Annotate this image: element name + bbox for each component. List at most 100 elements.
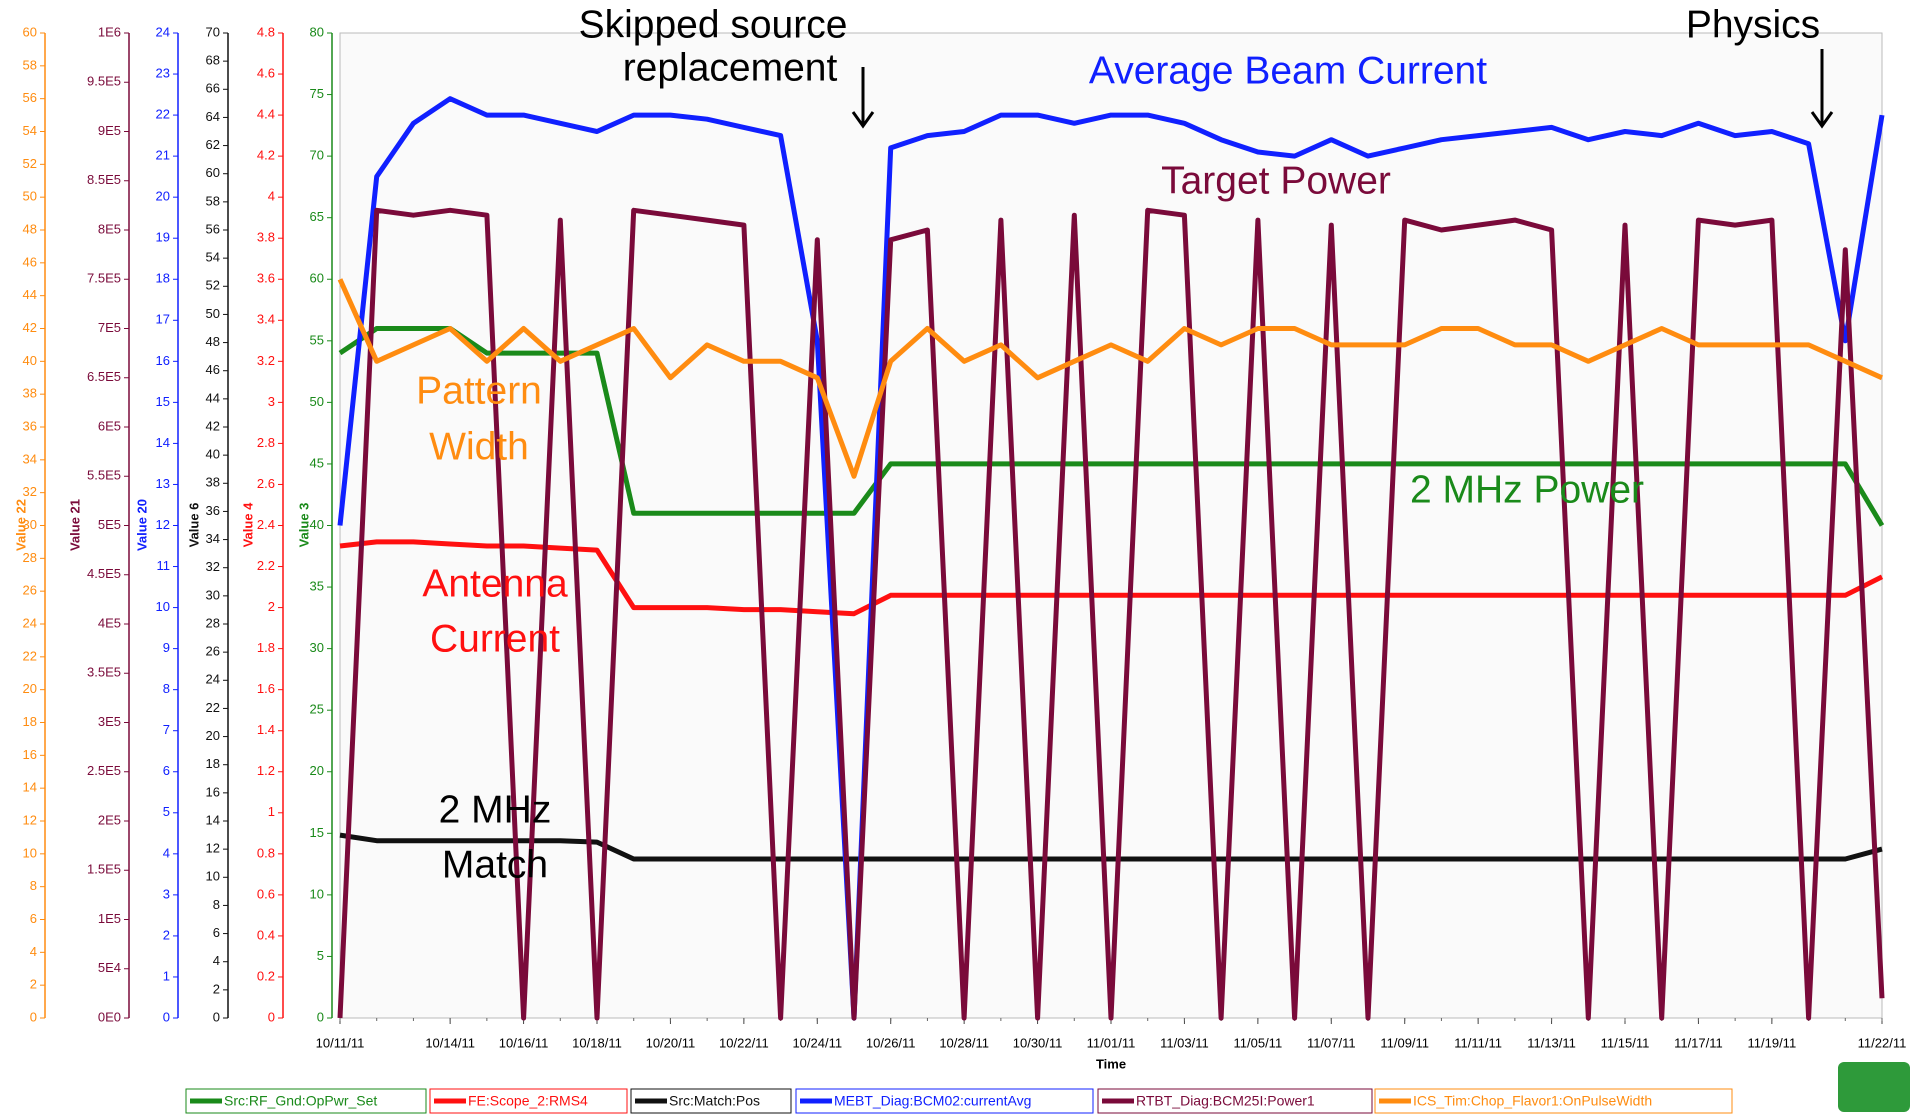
y-tick-label: 3.2 <box>257 353 275 368</box>
y-tick-label: 1.2 <box>257 763 275 778</box>
y-tick-label: 1E6 <box>98 24 121 39</box>
series-line <box>339 832 1883 862</box>
y-tick-label: 60 <box>310 271 324 286</box>
y-tick-label: 25 <box>310 702 324 717</box>
y-tick-label: 15 <box>310 825 324 840</box>
y-tick-label: 6 <box>30 911 37 926</box>
y-tick-label: 36 <box>23 418 37 433</box>
annotation: Current <box>430 617 560 660</box>
arrow-head <box>1810 111 1834 129</box>
y-tick-label: 60 <box>206 165 220 180</box>
y-tick-label: 62 <box>206 137 220 152</box>
x-tick-label: 11/22/11 <box>1858 1035 1907 1050</box>
y-tick-label: 2 <box>213 981 220 996</box>
series-line <box>337 278 1884 479</box>
y-tick-label: 15 <box>156 394 170 409</box>
photo-thumbnail <box>1838 1062 1910 1112</box>
y-tick-label: 40 <box>206 447 220 462</box>
x-tick-label: 10/20/11 <box>646 1035 696 1050</box>
arrow-head <box>851 111 875 129</box>
annotation: Antenna <box>422 562 568 605</box>
y-tick-label: 5.5E5 <box>87 468 121 483</box>
y-tick-label: 21 <box>156 148 170 163</box>
y-tick-label: 36 <box>206 503 220 518</box>
annotation: Average Beam Current <box>1089 49 1487 92</box>
y-tick-label: 18 <box>23 714 37 729</box>
y-tick-label: 30 <box>206 587 220 602</box>
y-tick-label: 3.4 <box>257 312 275 327</box>
y-tick-label: 2E5 <box>98 812 121 827</box>
y-tick-label: 5E4 <box>98 960 121 975</box>
y-tick-label: 34 <box>23 451 37 466</box>
y-tick-label: 0 <box>213 1009 220 1024</box>
y-tick-label: 0 <box>268 1009 275 1024</box>
y-tick-label: 17 <box>156 312 170 327</box>
y-tick-label: 4 <box>30 944 37 959</box>
legend-box <box>795 1088 1094 1114</box>
x-tick-label: 10/18/11 <box>572 1035 622 1050</box>
y-tick-label: 16 <box>206 784 220 799</box>
annotation: Target Power <box>1161 159 1391 202</box>
legend-label: ICS_Tim:Chop_Flavor1:OnPulseWidth <box>1413 1093 1652 1109</box>
y-axis-title: Value 6 <box>186 503 201 548</box>
y-tick-label: 3.6 <box>257 271 275 286</box>
y-tick-label: 20 <box>310 763 324 778</box>
y-tick-label: 6 <box>213 925 220 940</box>
y-tick-label: 24 <box>206 672 220 687</box>
y-tick-label: 1 <box>163 968 170 983</box>
y-tick-label: 44 <box>206 390 220 405</box>
y-tick-label: 46 <box>206 362 220 377</box>
y-tick-label: 11 <box>157 558 171 573</box>
y-tick-label: 0 <box>163 1009 170 1024</box>
x-tick-label: 11/11/11 <box>1454 1035 1502 1050</box>
y-tick-label: 55 <box>310 332 324 347</box>
y-tick-label: 32 <box>23 484 37 499</box>
legend-box <box>185 1088 427 1114</box>
y-tick-label: 2.6 <box>257 476 275 491</box>
y-tick-label: 24 <box>156 24 170 39</box>
y-tick-label: 8.5E5 <box>87 172 121 187</box>
y-tick-label: 18 <box>206 756 220 771</box>
y-tick-label: 80 <box>310 24 324 39</box>
y-tick-label: 8E5 <box>98 221 121 236</box>
y-tick-label: 3.5E5 <box>87 665 121 680</box>
y-tick-label: 9 <box>163 640 170 655</box>
annotation: Width <box>429 425 529 468</box>
series-line <box>337 207 1885 1021</box>
y-tick-label: 42 <box>23 320 37 335</box>
y-tick-label: 6.5E5 <box>87 369 121 384</box>
annotation: Match <box>442 843 548 886</box>
y-tick-label: 14 <box>156 435 170 450</box>
y-tick-label: 0 <box>317 1009 324 1024</box>
y-tick-label: 1.8 <box>257 640 275 655</box>
y-tick-label: 7 <box>163 722 170 737</box>
y-tick-label: 22 <box>206 700 220 715</box>
y-tick-label: 12 <box>206 841 220 856</box>
y-axis-title: Value 3 <box>296 503 311 548</box>
y-tick-label: 4.8 <box>257 24 275 39</box>
legend-label: FE:Scope_2:RMS4 <box>468 1093 588 1109</box>
y-tick-label: 2 <box>268 599 275 614</box>
y-tick-label: 70 <box>206 24 220 39</box>
y-tick-label: 54 <box>23 123 37 138</box>
y-axis-title: Value 21 <box>67 499 82 551</box>
y-tick-label: 3 <box>163 886 170 901</box>
y-tick-label: 1E5 <box>98 911 121 926</box>
legend-box <box>1097 1088 1373 1114</box>
y-tick-label: 52 <box>206 278 220 293</box>
x-tick-label: 10/16/11 <box>499 1035 549 1050</box>
y-axis-title: Value 20 <box>134 499 149 551</box>
y-tick-label: 4 <box>213 953 220 968</box>
legend-label: RTBT_Diag:BCM25I:Power1 <box>1136 1093 1315 1109</box>
y-tick-label: 9.5E5 <box>87 74 121 89</box>
y-tick-label: 0.8 <box>257 845 275 860</box>
y-tick-label: 38 <box>206 475 220 490</box>
y-tick-label: 52 <box>23 156 37 171</box>
y-tick-label: 26 <box>206 644 220 659</box>
y-tick-label: 6 <box>163 763 170 778</box>
y-tick-label: 50 <box>23 189 37 204</box>
y-tick-label: 70 <box>310 148 324 163</box>
x-tick-label: 11/15/11 <box>1601 1035 1650 1050</box>
y-tick-label: 10 <box>310 886 324 901</box>
plot-area <box>339 32 1883 1019</box>
